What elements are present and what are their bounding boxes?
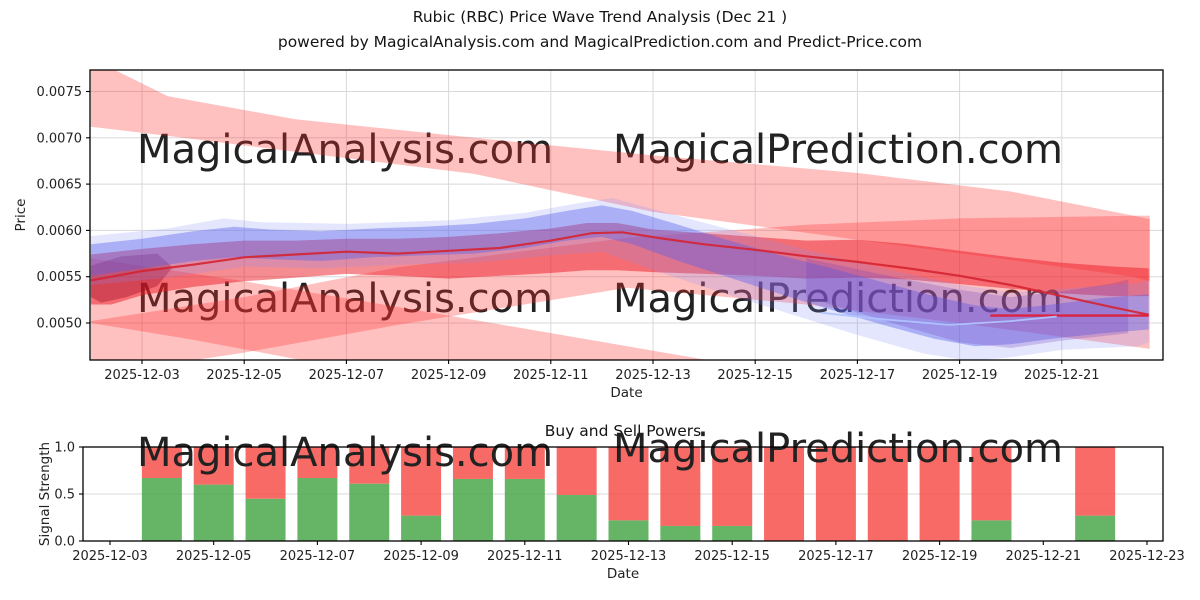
x-tick-label: 2025-12-05 — [176, 549, 252, 564]
sell-bar-2025-12-05 — [193, 447, 234, 485]
buy-bar-2025-12-06 — [245, 498, 286, 541]
x-tick-label: 2025-12-15 — [717, 368, 793, 383]
sell-bar-2025-12-10 — [452, 447, 493, 479]
x-tick-label: 2025-12-15 — [694, 549, 770, 564]
x-tick-label: 2025-12-17 — [798, 549, 874, 564]
y-tick-label: 1.0 — [54, 441, 75, 456]
sell-bar-2025-12-07 — [297, 447, 338, 479]
price-plot-area — [90, 70, 1150, 360]
y-tick-label: 0.5 — [54, 488, 75, 503]
x-axis-label-date: Date — [610, 385, 642, 401]
buy-bar-2025-12-09 — [401, 515, 442, 541]
buy-bar-2025-12-04 — [141, 478, 182, 541]
sell-bar-2025-12-12 — [556, 447, 597, 495]
watermark-analysis: MagicalAnalysis.com — [137, 430, 553, 476]
y-tick-label: 0.0050 — [37, 317, 83, 332]
x-tick-label: 2025-12-21 — [1006, 549, 1082, 564]
x-tick-label: 2025-12-03 — [72, 549, 148, 564]
buy-sell-title: Buy and Sell Powers — [545, 422, 702, 440]
buy-bar-2025-12-22 — [1075, 515, 1116, 541]
sell-bar-2025-12-11 — [504, 447, 545, 479]
x-tick-label: 2025-12-09 — [411, 368, 487, 383]
sell-bar-2025-12-18 — [867, 447, 908, 541]
watermark-prediction: MagicalPrediction.com — [613, 127, 1063, 173]
y-tick-label: 0.0070 — [37, 131, 83, 146]
x-tick-label: 2025-12-19 — [902, 549, 978, 564]
buy-bar-2025-12-14 — [660, 525, 701, 541]
x-axis-label-date: Date — [607, 566, 639, 582]
watermark-analysis: MagicalAnalysis.com — [137, 127, 553, 173]
watermarks-bottom: MagicalAnalysis.com MagicalPrediction.com — [137, 426, 1063, 476]
y-tick-label: 0.0075 — [37, 85, 83, 100]
x-tick-label: 2025-12-11 — [487, 549, 563, 564]
x-tick-label: 2025-12-13 — [615, 368, 691, 383]
x-tick-label: 2025-12-05 — [206, 368, 282, 383]
sell-bar-2025-12-09 — [401, 447, 442, 516]
x-tick-label: 2025-12-07 — [309, 368, 385, 383]
x-tick-label: 2025-12-19 — [922, 368, 998, 383]
descending-band — [90, 258, 708, 360]
x-tick-label: 2025-12-23 — [1109, 549, 1185, 564]
purple-right-band — [806, 258, 1129, 348]
watermark-prediction: MagicalPrediction.com — [613, 426, 1063, 472]
buy-bar-2025-12-05 — [193, 484, 234, 541]
x-tick-label: 2025-12-13 — [591, 549, 667, 564]
sell-bar-2025-12-22 — [1075, 447, 1116, 516]
y-axis-label-signal: Signal Strength — [37, 442, 53, 546]
sell-bar-2025-12-06 — [245, 447, 286, 499]
buy-bar-2025-12-10 — [452, 478, 493, 541]
upper-forecast-band — [90, 70, 1150, 282]
bars-group — [141, 447, 1116, 541]
dark-start-blob — [90, 253, 173, 303]
buy-bar-2025-12-13 — [608, 520, 649, 541]
sell-bar-2025-12-15 — [712, 447, 753, 526]
red-median-line — [90, 231, 1149, 316]
x-tick-label: 2025-12-07 — [280, 549, 356, 564]
red-cluster-band — [90, 223, 1149, 305]
y-tick-label: 0.0 — [54, 535, 75, 550]
buy-bar-2025-12-07 — [297, 478, 338, 541]
y-axis-label-price: Price — [13, 199, 29, 232]
x-tick-label: 2025-12-21 — [1024, 368, 1100, 383]
blue-trend-band — [90, 205, 1149, 347]
price-frame — [89, 69, 1164, 361]
x-tick-label: 2025-12-17 — [820, 368, 896, 383]
y-tick-label: 0.0055 — [37, 270, 83, 285]
figure-subtitle: powered by MagicalAnalysis.com and Magic… — [277, 33, 923, 51]
sell-bar-2025-12-16 — [764, 447, 805, 541]
x-tick-label: 2025-12-09 — [383, 549, 459, 564]
sell-bar-2025-12-04 — [141, 447, 182, 479]
figure-title: Rubic (RBC) Price Wave Trend Analysis (D… — [412, 8, 788, 26]
power-ticks — [79, 446, 1148, 545]
light-blue-line — [821, 311, 1057, 326]
x-tick-label: 2025-12-03 — [104, 368, 180, 383]
buy-bar-2025-12-11 — [504, 478, 545, 541]
buy-bar-2025-12-12 — [556, 494, 597, 541]
sell-bar-2025-12-19 — [919, 447, 960, 541]
sell-bar-2025-12-20 — [971, 447, 1012, 521]
sell-bar-2025-12-13 — [608, 447, 649, 521]
sell-bar-2025-12-14 — [660, 447, 701, 526]
price-ticks — [86, 90, 1063, 364]
y-tick-label: 0.0065 — [37, 178, 83, 193]
y-tick-label: 0.0060 — [37, 224, 83, 239]
buy-bar-2025-12-08 — [349, 483, 390, 541]
sell-bar-2025-12-08 — [349, 447, 390, 484]
sell-bar-2025-12-17 — [815, 447, 856, 541]
price-wave-chart: MagicalAnalysis.com MagicalPrediction.com… — [13, 69, 1164, 401]
x-tick-label: 2025-12-11 — [513, 368, 589, 383]
buy-bar-2025-12-20 — [971, 520, 1012, 541]
buy-bar-2025-12-15 — [712, 525, 753, 541]
